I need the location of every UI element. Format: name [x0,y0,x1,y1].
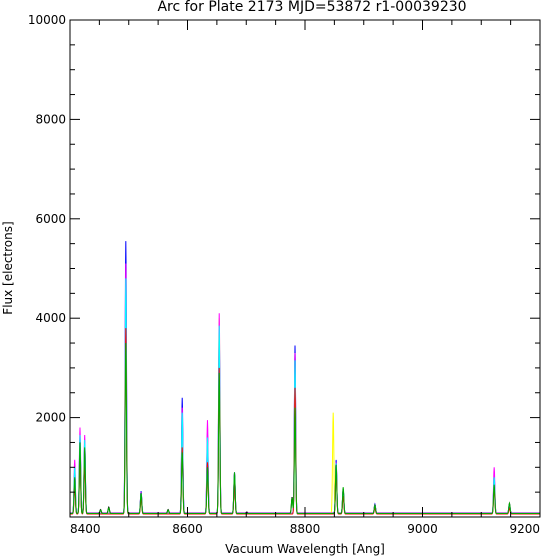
x-tick-label: 8600 [172,522,203,536]
x-axis-label: Vacuum Wavelength [Ang] [225,542,385,556]
series-layer [70,241,540,515]
x-tick-label: 9000 [407,522,438,536]
x-tick-label: 8800 [290,522,321,536]
y-axis-label: Flux [electrons] [1,221,15,314]
spectrum-series-1 [70,308,540,515]
spectrum-series-2 [70,241,540,514]
x-axis: 8400 8600 8800 9000 9200 [69,20,541,536]
y-tick-label: 4000 [35,311,66,325]
spectrum-series-4 [70,278,540,515]
spectrum-series-5 [70,328,540,515]
spectrum-series-6 [70,343,540,515]
plot-frame [69,19,541,518]
spectrum-series-0 [70,293,540,514]
spectrum-series-3 [70,263,540,514]
y-tick-label: 10000 [28,13,66,27]
y-tick-label: 6000 [35,212,66,226]
chart-title: Arc for Plate 2173 MJD=53872 r1-00039230 [157,0,466,15]
x-tick-label: 8400 [70,522,101,536]
y-tick-label: 8000 [35,112,66,126]
y-axis: 2000 4000 6000 8000 10000 [28,13,540,493]
y-tick-label: 2000 [35,411,66,425]
x-tick-label: 9200 [509,522,540,536]
